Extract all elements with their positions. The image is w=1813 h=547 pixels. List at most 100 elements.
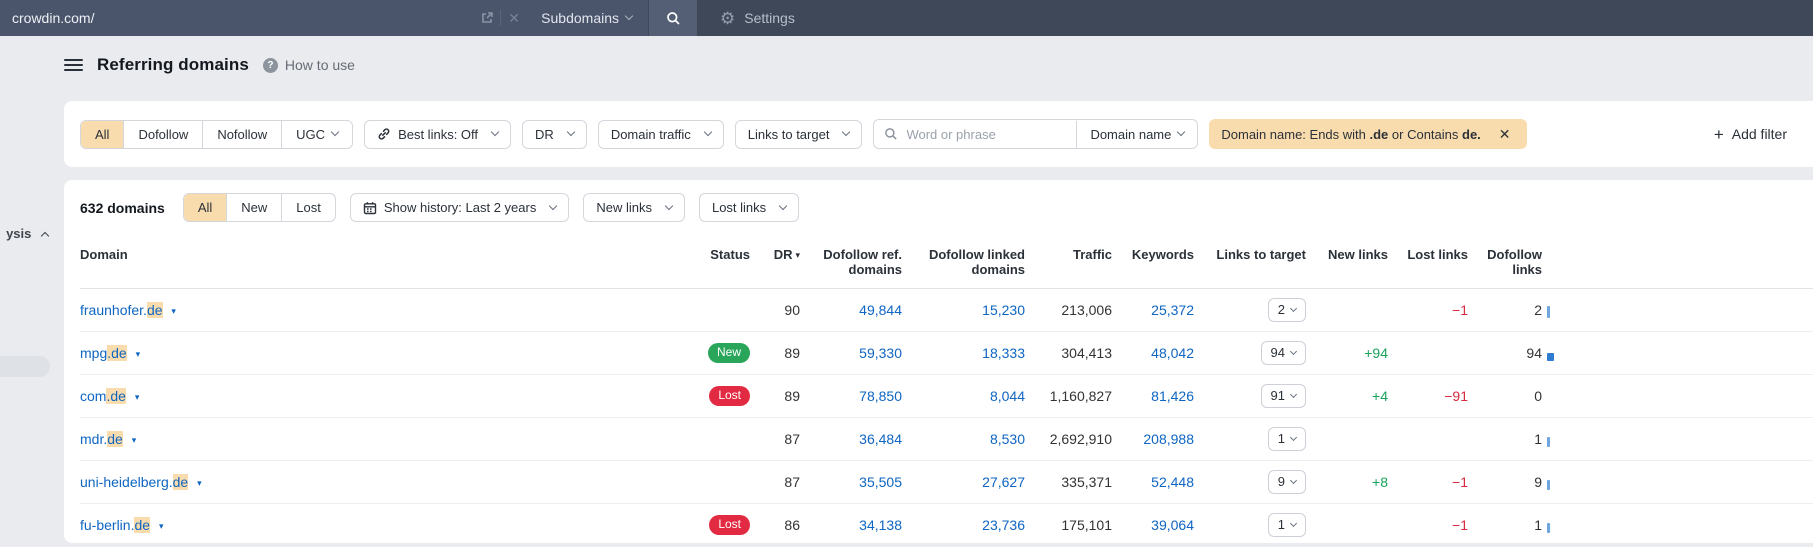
dofollow-links-cell: 1: [1534, 431, 1542, 447]
keywords-link[interactable]: 208,988: [1143, 431, 1194, 447]
dr-filter-label: DR: [535, 126, 554, 142]
column-header-dr[interactable]: DR ▾: [773, 247, 800, 262]
dofollow-linked-domains-link[interactable]: 27,627: [982, 474, 1025, 490]
domain-link[interactable]: fraunhofer.de: [80, 302, 163, 318]
column-header-domain[interactable]: Domain: [80, 247, 128, 262]
domain-caret-icon[interactable]: ▾: [171, 306, 176, 316]
keywords-link[interactable]: 52,448: [1151, 474, 1194, 490]
dofollow-ref-domains-link[interactable]: 34,138: [859, 517, 902, 533]
dofollow-ref-domains-link[interactable]: 35,505: [859, 474, 902, 490]
keywords-link[interactable]: 81,426: [1151, 388, 1194, 404]
domain-traffic-filter-button[interactable]: Domain traffic: [597, 119, 724, 149]
search-icon: [666, 11, 680, 25]
spark-bar: [1542, 388, 1575, 404]
lost-links-cell: −1: [1452, 517, 1468, 533]
column-header-lost-links[interactable]: Lost links: [1407, 247, 1468, 262]
links-to-target-cell: 1: [1194, 513, 1306, 537]
links-to-target-select[interactable]: 2: [1267, 298, 1306, 322]
domain-link[interactable]: mpg.de: [80, 345, 127, 361]
add-filter-button[interactable]: + Add filter: [1714, 126, 1787, 143]
new-links-dropdown[interactable]: New links: [583, 193, 685, 222]
dofollow-links-cell: 0: [1534, 388, 1542, 404]
column-header-new-links[interactable]: New links: [1328, 247, 1388, 262]
lost-links-label: Lost links: [711, 200, 767, 215]
word-or-phrase-input[interactable]: [906, 126, 1077, 142]
column-header-dofollow-linked-domains[interactable]: Dofollow linked domains: [928, 247, 1025, 277]
dofollow-ref-domains-link[interactable]: 49,844: [859, 302, 902, 318]
search-button[interactable]: [648, 0, 698, 36]
dofollow-linked-domains-link[interactable]: 15,230: [982, 302, 1025, 318]
open-external-icon[interactable]: [474, 0, 500, 36]
dofollow-linked-domains-link[interactable]: 8,530: [989, 431, 1025, 447]
column-header-keywords[interactable]: Keywords: [1131, 247, 1194, 262]
settings-button[interactable]: ⚙ Settings: [720, 0, 795, 36]
dofollow-ref-domains-cell: 59,330: [800, 345, 902, 361]
clear-url-icon[interactable]: ✕: [508, 9, 521, 26]
column-header-links-to-target[interactable]: Links to target: [1216, 247, 1306, 262]
links-to-target-cell: 1: [1194, 427, 1306, 451]
settings-label: Settings: [744, 10, 795, 26]
links-to-target-select[interactable]: 1: [1267, 513, 1306, 537]
column-header-traffic[interactable]: Traffic: [1072, 247, 1112, 262]
links-to-target-select[interactable]: 91: [1260, 384, 1306, 408]
dofollow-linked-domains-link[interactable]: 18,333: [982, 345, 1025, 361]
status-segment-lost[interactable]: Lost: [281, 194, 335, 221]
keywords-link[interactable]: 39,064: [1151, 517, 1194, 533]
dofollow-ref-domains-link[interactable]: 59,330: [859, 345, 902, 361]
table-toolbar: 632 domains All New Lost Show history: Las…: [80, 193, 800, 222]
links-to-target-select[interactable]: 1: [1267, 427, 1306, 451]
sidebar-item-cutoff[interactable]: ysis: [0, 226, 50, 241]
links-to-target-select[interactable]: 94: [1260, 341, 1306, 365]
gear-icon: ⚙: [720, 8, 736, 28]
show-history-dropdown[interactable]: Show history: Last 2 years: [349, 193, 570, 222]
filter-segment-all[interactable]: All: [81, 120, 124, 148]
links-to-target-cell: 91: [1194, 384, 1306, 408]
chevron-down-icon: [1289, 347, 1298, 356]
dr-cell: 87: [784, 474, 800, 490]
domain-link[interactable]: mdr.de: [80, 431, 123, 447]
how-to-use-link[interactable]: ? How to use: [262, 57, 355, 73]
dr-filter-button[interactable]: DR: [522, 119, 587, 149]
history-spark-cell: [1542, 302, 1575, 318]
filter-segment-nofollow[interactable]: Nofollow: [202, 120, 281, 148]
column-header-dofollow-ref-domains[interactable]: Dofollow ref. domains: [823, 247, 902, 277]
column-header-status[interactable]: Status: [710, 247, 750, 262]
target-url-input[interactable]: [0, 0, 475, 36]
subdomains-dropdown[interactable]: Subdomains: [527, 0, 648, 36]
chevron-down-icon: [624, 11, 634, 21]
domain-caret-icon[interactable]: ▾: [134, 392, 140, 402]
domain-caret-icon[interactable]: ▾: [197, 478, 202, 488]
dofollow-linked-domains-cell: 23,736: [902, 517, 1025, 533]
domain-caret-icon[interactable]: ▾: [135, 349, 141, 359]
status-cell: Lost: [610, 385, 750, 407]
filter-segment-dofollow[interactable]: Dofollow: [123, 120, 202, 148]
best-links-button[interactable]: Best links: Off: [364, 119, 512, 149]
dofollow-ref-domains-link[interactable]: 78,850: [859, 388, 902, 404]
dofollow-ref-domains-link[interactable]: 36,484: [859, 431, 902, 447]
table-row: mdr.de ▾ 87 36,484 8,530 2,692,910 208,9…: [80, 418, 1813, 461]
search-mode-dropdown[interactable]: Domain name: [1076, 120, 1197, 148]
keywords-link[interactable]: 25,372: [1151, 302, 1194, 318]
filter-segment-ugc[interactable]: UGC: [281, 120, 352, 148]
domain-link[interactable]: com.de: [80, 388, 126, 404]
remove-filter-icon[interactable]: ✕: [1498, 125, 1511, 142]
lost-links-dropdown[interactable]: Lost links: [698, 193, 800, 222]
chevron-down-icon: [1289, 390, 1298, 399]
sidebar-item-highlight[interactable]: [0, 356, 50, 377]
domain-link[interactable]: fu-berlin.de: [80, 517, 151, 533]
status-segment-new[interactable]: New: [226, 194, 281, 221]
menu-icon[interactable]: [64, 57, 83, 73]
keywords-cell: 48,042: [1112, 345, 1194, 361]
chevron-down-icon: [1289, 304, 1298, 313]
dofollow-linked-domains-link[interactable]: 8,044: [989, 388, 1025, 404]
keywords-link[interactable]: 48,042: [1151, 345, 1194, 361]
domain-caret-icon[interactable]: ▾: [158, 521, 164, 531]
domain-caret-icon[interactable]: ▾: [131, 435, 137, 445]
column-header-dofollow-links[interactable]: Dofollow links: [1487, 247, 1542, 277]
dofollow-linked-domains-link[interactable]: 23,736: [982, 517, 1025, 533]
links-to-target-select[interactable]: 9: [1267, 470, 1306, 494]
domain-link[interactable]: uni-heidelberg.de: [80, 474, 189, 490]
best-links-label: Best links: Off: [398, 126, 479, 142]
status-segment-all[interactable]: All: [183, 194, 227, 221]
links-to-target-filter-button[interactable]: Links to target: [734, 119, 863, 149]
